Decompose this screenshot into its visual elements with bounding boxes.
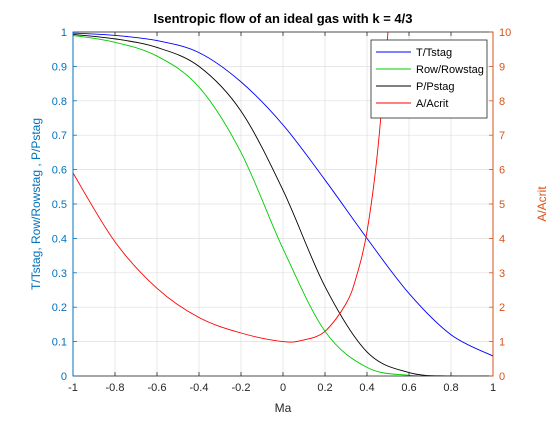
x-tick-label: 0.4 (359, 382, 374, 394)
series-line-a-acrit (73, 32, 389, 343)
y-tick-label-left: 0.1 (52, 337, 67, 349)
y-tick-label-left: 0.7 (52, 130, 67, 142)
series-layer (73, 32, 493, 376)
y-axis-label-left: T/Tstag, Row/Rowstag , P/Pstag (29, 118, 43, 290)
y-tick-label-right: 10 (499, 27, 511, 39)
legend-box (370, 39, 488, 119)
y-axis-label-right: A/Acrit (535, 186, 549, 222)
y-tick-label-left: 0 (61, 371, 67, 383)
legend-label: P/Pstag (416, 81, 455, 93)
x-tick-label: -0.6 (148, 382, 167, 394)
chart-title: Isentropic flow of an ideal gas with k =… (154, 11, 413, 26)
x-tick-label: 0.2 (317, 382, 332, 394)
y-tick-label-right: 3 (499, 268, 505, 280)
y-tick-label-right: 8 (499, 96, 505, 108)
x-tick-label: -1 (68, 382, 78, 394)
legend-label: A/Acrit (416, 98, 448, 110)
x-tick-label: -0.2 (232, 382, 251, 394)
y-tick-label-right: 0 (499, 371, 505, 383)
y-tick-label-left: 0.4 (52, 233, 67, 245)
y-tick-label-right: 9 (499, 61, 505, 73)
legend-label: Row/Rowstag (416, 64, 484, 76)
y-tick-label-left: 0.2 (52, 302, 67, 314)
x-axis-label: Ma (275, 401, 292, 415)
x-tick-label: -0.4 (190, 382, 209, 394)
x-tick-label: 1 (490, 382, 496, 394)
series-line-p-pstag (73, 33, 493, 376)
y-tick-label-left: 0.5 (52, 199, 67, 211)
legend-label: T/Tstag (416, 47, 452, 59)
x-tick-label: 0.8 (443, 382, 458, 394)
y-tick-label-right: 7 (499, 130, 505, 142)
x-tick-label: 0 (280, 382, 286, 394)
y-tick-label-right: 1 (499, 337, 505, 349)
ticks: -1 -0.8 -0.6 -0.4 -0.2 0 0.2 0.4 0.6 0.8 100.10.20… (52, 27, 512, 394)
series-line-t-tstag (73, 32, 493, 357)
y-tick-label-left: 0.3 (52, 268, 67, 280)
y-tick-label-left: 0.6 (52, 165, 67, 177)
y-tick-label-left: 1 (61, 27, 67, 39)
y-tick-label-right: 2 (499, 302, 505, 314)
x-tick-label: -0.8 (106, 382, 125, 394)
y-tick-label-right: 5 (499, 199, 505, 211)
x-tick-label: 0.6 (401, 382, 416, 394)
y-tick-label-left: 0.9 (52, 61, 67, 73)
y-tick-label-left: 0.8 (52, 96, 67, 108)
y-tick-label-right: 4 (499, 233, 505, 245)
y-tick-label-right: 6 (499, 165, 505, 177)
legend: T/Tstag Row/Rowstag P/Pstag A/Acrit (370, 39, 488, 119)
